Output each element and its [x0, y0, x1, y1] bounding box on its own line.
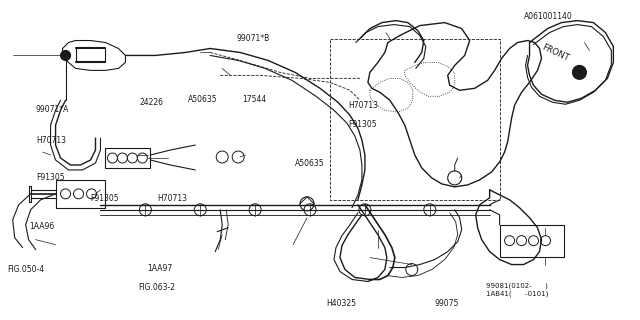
- Text: A061001140: A061001140: [524, 12, 573, 21]
- Text: 99081(0102-      ): 99081(0102- ): [486, 283, 548, 289]
- Text: 24226: 24226: [140, 98, 164, 107]
- Text: 1AA96: 1AA96: [29, 222, 54, 231]
- Text: A50635: A50635: [294, 159, 324, 168]
- Text: F91305: F91305: [349, 120, 378, 130]
- Bar: [106, 148, 150, 168]
- Bar: [56, 180, 106, 208]
- Text: H70713: H70713: [157, 194, 187, 203]
- Text: 99071*B: 99071*B: [237, 35, 270, 44]
- Text: 17544: 17544: [242, 95, 266, 104]
- Text: F91305: F91305: [90, 194, 119, 203]
- Bar: [500, 225, 564, 257]
- Text: 99075: 99075: [435, 299, 460, 308]
- Text: 99071*A: 99071*A: [36, 105, 69, 114]
- Text: H70713: H70713: [349, 101, 379, 110]
- Text: H70713: H70713: [36, 136, 66, 145]
- Text: A50635: A50635: [188, 95, 218, 104]
- Text: FRONT: FRONT: [540, 43, 570, 63]
- Text: 1AA97: 1AA97: [148, 264, 173, 273]
- Text: H40325: H40325: [326, 299, 356, 308]
- Text: FIG.063-2: FIG.063-2: [138, 283, 175, 292]
- Circle shape: [572, 65, 586, 79]
- Text: 1AB41(      -0101): 1AB41( -0101): [486, 291, 548, 297]
- Circle shape: [61, 51, 70, 60]
- Text: F91305: F91305: [36, 173, 65, 182]
- Text: FIG.050-4: FIG.050-4: [7, 265, 44, 275]
